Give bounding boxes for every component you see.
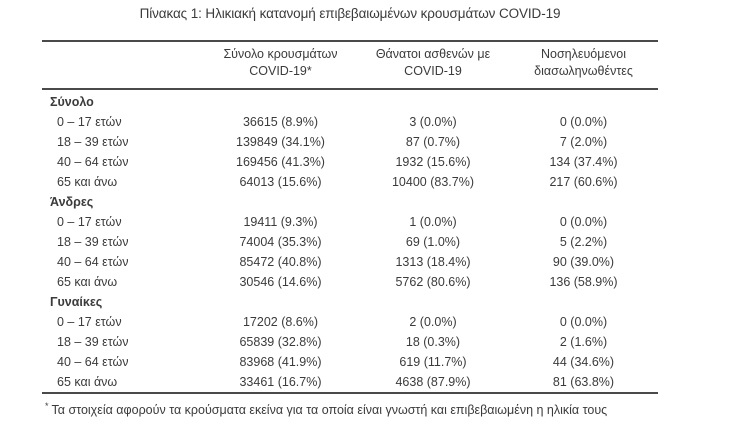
cases-value: 74004 (35.3%) (239, 235, 322, 249)
section-header-row-total: Σύνολο (42, 92, 658, 112)
header-total-cases-line2: COVID-19* (249, 64, 312, 78)
intubated-value: 5 (2.2%) (559, 235, 608, 249)
intubated-value: 136 (58.9%) (549, 275, 618, 289)
table-row: 65 και άνω 30546 (14.6%) 5762 (80.6%) 13… (42, 272, 658, 292)
empty-cell (357, 292, 509, 312)
deaths-value: 69 (1.0%) (405, 235, 461, 249)
intubated-value: 81 (63.8%) (552, 375, 615, 389)
intubated-value: 0 (0.0%) (559, 115, 608, 129)
cases-value: 65839 (32.8%) (239, 335, 322, 349)
cases-value: 83968 (41.9%) (239, 355, 322, 369)
empty-cell (357, 192, 509, 212)
intubated-value: 44 (34.6%) (552, 355, 615, 369)
table-row: 65 και άνω 33461 (16.7%) 4638 (87.9%) 81… (42, 372, 658, 392)
table-footnote: * Τα στοιχεία αφορούν τα κρούσματα εκείνα… (42, 398, 658, 418)
header-intubated-line1: Νοσηλευόμενοι (540, 47, 626, 61)
empty-cell (204, 292, 357, 312)
empty-cell (509, 192, 658, 212)
deaths-value: 10400 (83.7%) (391, 175, 474, 189)
header-total-cases-line1: Σύνολο κρουσμάτων (223, 47, 338, 61)
header-intubated-line2: διασωληνωθέντες (534, 64, 633, 78)
cases-value: 30546 (14.6%) (239, 275, 322, 289)
table-row: 0 – 17 ετών 36615 (8.9%) 3 (0.0%) 0 (0.0… (42, 112, 658, 132)
cases-value: 19411 (9.3%) (243, 215, 318, 229)
table-row: 65 και άνω 64013 (15.6%) 10400 (83.7%) 2… (42, 172, 658, 192)
intubated-value: 134 (37.4%) (549, 155, 618, 169)
deaths-value: 1932 (15.6%) (395, 155, 471, 169)
intubated-value: 0 (0.0%) (559, 315, 608, 329)
cases-value: 17202 (8.6%) (242, 315, 319, 329)
deaths-value: 2 (0.0%) (409, 315, 457, 329)
section-label-total: Σύνολο (50, 95, 94, 109)
cases-value: 139849 (34.1%) (236, 135, 325, 149)
intubated-value: 7 (2.0%) (559, 135, 608, 149)
intubated-value: 0 (0.0%) (559, 215, 608, 229)
intubated-value: 2 (1.6%) (559, 335, 608, 349)
deaths-value: 1313 (18.4%) (395, 255, 471, 269)
section-label-women: Γυναίκες (50, 295, 103, 309)
cases-value: 169456 (41.3%) (236, 155, 325, 169)
age-group-label: 40 – 64 ετών (57, 255, 129, 269)
deaths-value: 3 (0.0%) (409, 115, 457, 129)
header-deaths-line2: COVID-19 (404, 64, 462, 78)
section-header-row-women: Γυναίκες (42, 292, 658, 312)
table-row: 18 – 39 ετών 74004 (35.3%) 69 (1.0%) 5 (… (42, 232, 658, 252)
empty-cell (509, 292, 658, 312)
intubated-value: 217 (60.6%) (549, 175, 618, 189)
section-label-men: Άνδρες (50, 195, 94, 209)
table-row: 0 – 17 ετών 19411 (9.3%) 1 (0.0%) 0 (0.0… (42, 212, 658, 232)
footnote-text: Τα στοιχεία αφορούν τα κρούσματα εκείνα … (51, 403, 608, 418)
header-empty-cell (42, 46, 204, 88)
empty-cell (204, 92, 357, 112)
table-title: Πίνακας 1: Ηλικιακή κατανομή επιβεβαιωμέ… (139, 6, 561, 21)
header-deaths-line1: Θάνατοι ασθενών με (375, 47, 491, 61)
table-header-row: Σύνολο κρουσμάτων COVID-19* Θάνατοι ασθε… (42, 40, 658, 90)
cases-value: 64013 (15.6%) (239, 175, 322, 189)
deaths-value: 87 (0.7%) (405, 135, 461, 149)
table-row: 18 – 39 ετών 65839 (32.8%) 18 (0.3%) 2 (… (42, 332, 658, 352)
age-group-label: 18 – 39 ετών (57, 135, 129, 149)
header-total-cases: Σύνολο κρουσμάτων COVID-19* (204, 46, 357, 88)
table-row: 0 – 17 ετών 17202 (8.6%) 2 (0.0%) 0 (0.0… (42, 312, 658, 332)
table-row: 40 – 64 ετών 85472 (40.8%) 1313 (18.4%) … (42, 252, 658, 272)
table-row: 40 – 64 ετών 83968 (41.9%) 619 (11.7%) 4… (42, 352, 658, 372)
deaths-value: 18 (0.3%) (405, 335, 461, 349)
section-header-row-men: Άνδρες (42, 192, 658, 212)
deaths-value: 619 (11.7%) (399, 355, 467, 369)
intubated-value: 90 (39.0%) (552, 255, 615, 269)
age-group-label: 0 – 17 ετών (57, 115, 122, 129)
age-group-label: 40 – 64 ετών (57, 355, 129, 369)
table-row: 18 – 39 ετών 139849 (34.1%) 87 (0.7%) 7 … (42, 132, 658, 152)
age-group-label: 0 – 17 ετών (57, 315, 122, 329)
empty-cell (509, 92, 658, 112)
empty-cell (357, 92, 509, 112)
cases-value: 33461 (16.7%) (239, 375, 322, 389)
table-row: 40 – 64 ετών 169456 (41.3%) 1932 (15.6%)… (42, 152, 658, 172)
age-group-label: 65 και άνω (57, 375, 118, 389)
header-intubated: Νοσηλευόμενοι διασωληνωθέντες (509, 46, 658, 88)
age-group-label: 65 και άνω (57, 275, 118, 289)
age-group-label: 65 και άνω (57, 175, 118, 189)
cases-value: 36615 (8.9%) (242, 115, 319, 129)
empty-cell (204, 192, 357, 212)
cases-value: 85472 (40.8%) (239, 255, 322, 269)
age-group-label: 40 – 64 ετών (57, 155, 129, 169)
deaths-value: 1 (0.0%) (409, 215, 457, 229)
age-group-label: 18 – 39 ετών (57, 335, 129, 349)
deaths-value: 4638 (87.9%) (395, 375, 471, 389)
table-body: Σύνολο 0 – 17 ετών 36615 (8.9%) 3 (0.0%)… (42, 90, 658, 394)
age-group-label: 0 – 17 ετών (57, 215, 122, 229)
age-group-label: 18 – 39 ετών (57, 235, 129, 249)
covid-age-table: Πίνακας 1: Ηλικιακή κατανομή επιβεβαιωμέ… (42, 0, 658, 418)
deaths-value: 5762 (80.6%) (395, 275, 471, 289)
footnote-asterisk: * (45, 401, 49, 411)
header-deaths: Θάνατοι ασθενών με COVID-19 (357, 46, 509, 88)
